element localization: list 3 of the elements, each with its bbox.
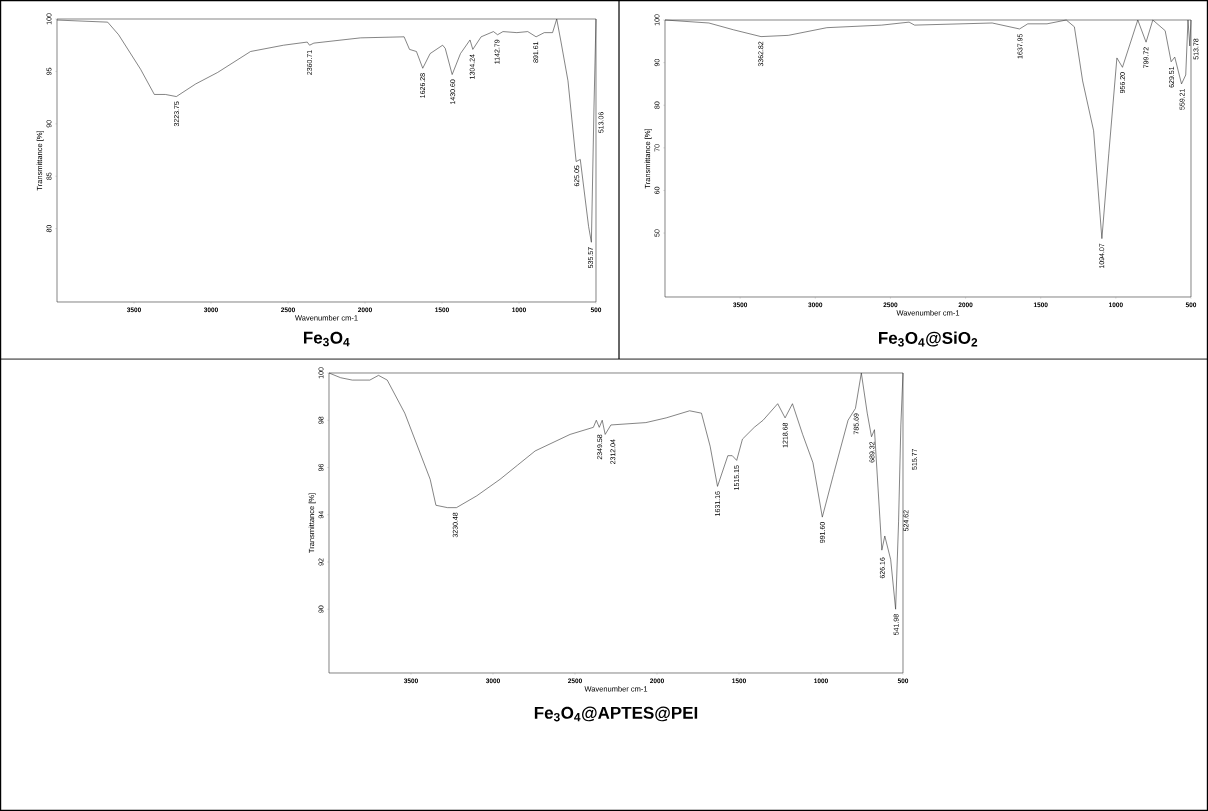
text: Fe$_{3}$O$_{4}$ [303, 331, 350, 347]
text: Fe$_{3}$O$_{4}$@SiO$_{2}$ [879, 331, 978, 347]
text: Fe$_{3}$O$_{4}$@APTES@PEI [534, 706, 698, 722]
